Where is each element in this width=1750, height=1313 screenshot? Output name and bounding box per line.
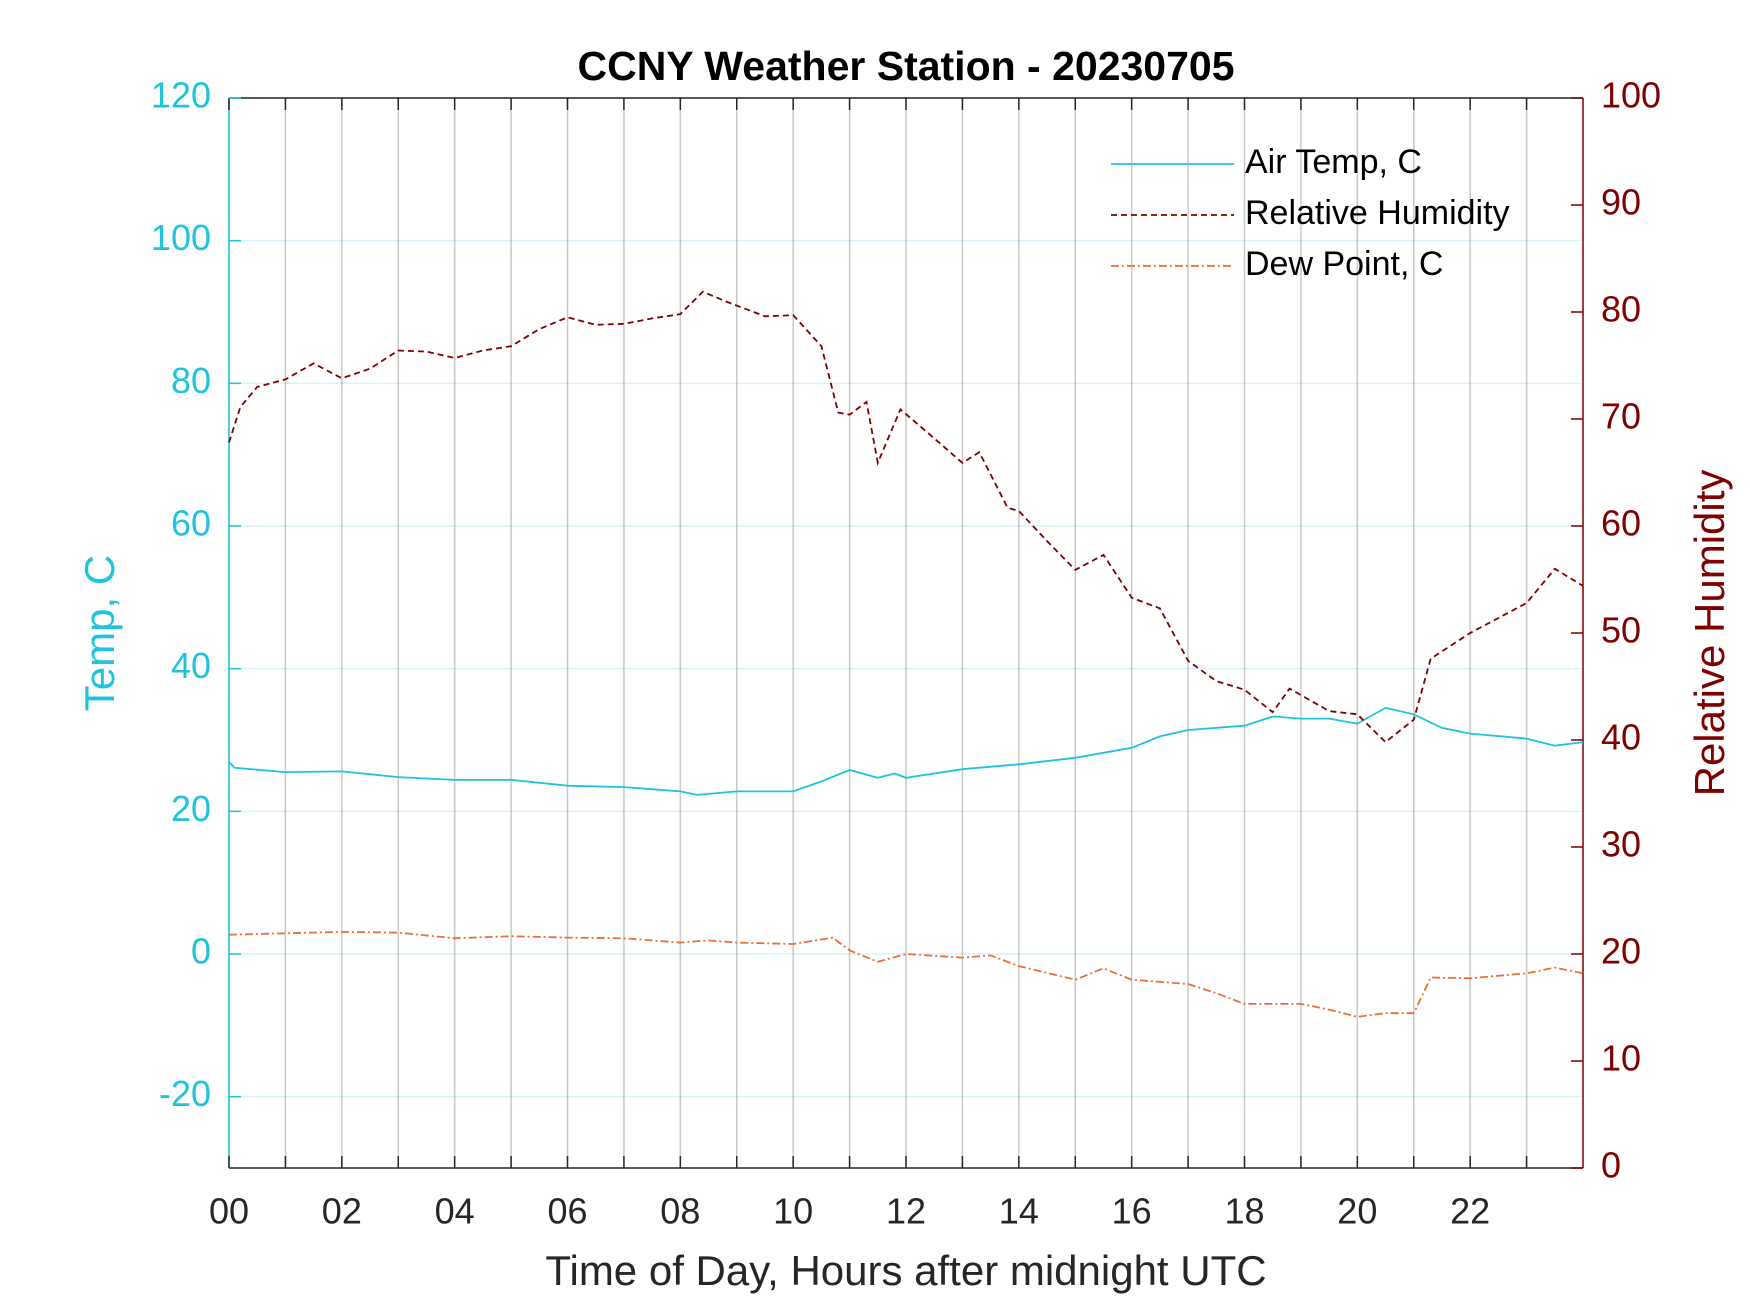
y-tick-label: 60	[171, 503, 211, 544]
x-tick-label: 10	[773, 1191, 813, 1232]
x-tick-label: 16	[1112, 1191, 1152, 1232]
x-tick-label: 00	[209, 1191, 249, 1232]
y2-tick-label: 90	[1601, 182, 1641, 223]
x-tick-label: 08	[660, 1191, 700, 1232]
x-tick-label: 14	[999, 1191, 1039, 1232]
x-tick-label: 06	[547, 1191, 587, 1232]
legend-label: Air Temp, C	[1245, 143, 1422, 181]
y2-tick-label: 0	[1601, 1145, 1621, 1186]
y2-tick-label: 70	[1601, 396, 1641, 437]
data-line	[228, 706, 1584, 796]
data-line	[228, 930, 1584, 1018]
y2-axis-label: Relative Humidity	[1686, 470, 1733, 797]
y2-tick-label: 20	[1601, 931, 1641, 972]
x-tick-label: 12	[886, 1191, 926, 1232]
y-tick-label: 120	[151, 75, 211, 116]
x-tick-label: 02	[322, 1191, 362, 1232]
x-tick-label: 22	[1450, 1191, 1490, 1232]
y2-tick-label: 40	[1601, 717, 1641, 758]
y2-tick-label: 50	[1601, 610, 1641, 651]
y2-tick-label: 80	[1601, 289, 1641, 330]
y2-tick-label: 100	[1601, 75, 1661, 116]
x-tick-label: 04	[435, 1191, 475, 1232]
legend-label: Dew Point, C	[1245, 245, 1443, 283]
y2-tick-label: 30	[1601, 824, 1641, 865]
chart-title: CCNY Weather Station - 20230705	[577, 43, 1234, 89]
y-tick-label: -20	[159, 1073, 211, 1114]
x-tick-label: 18	[1224, 1191, 1264, 1232]
y2-tick-label: 10	[1601, 1038, 1641, 1079]
x-axis-label: Time of Day, Hours after midnight UTC	[545, 1247, 1266, 1294]
legend-label: Relative Humidity	[1245, 194, 1510, 232]
y-tick-label: 0	[191, 931, 211, 972]
y-tick-label: 100	[151, 217, 211, 258]
y-tick-label: 80	[171, 360, 211, 401]
y-axis-label: Temp, C	[76, 555, 123, 711]
y2-tick-label: 60	[1601, 503, 1641, 544]
x-tick-label: 20	[1337, 1191, 1377, 1232]
y-tick-label: 20	[171, 788, 211, 829]
data-line	[228, 290, 1584, 744]
y-tick-label: 40	[171, 645, 211, 686]
